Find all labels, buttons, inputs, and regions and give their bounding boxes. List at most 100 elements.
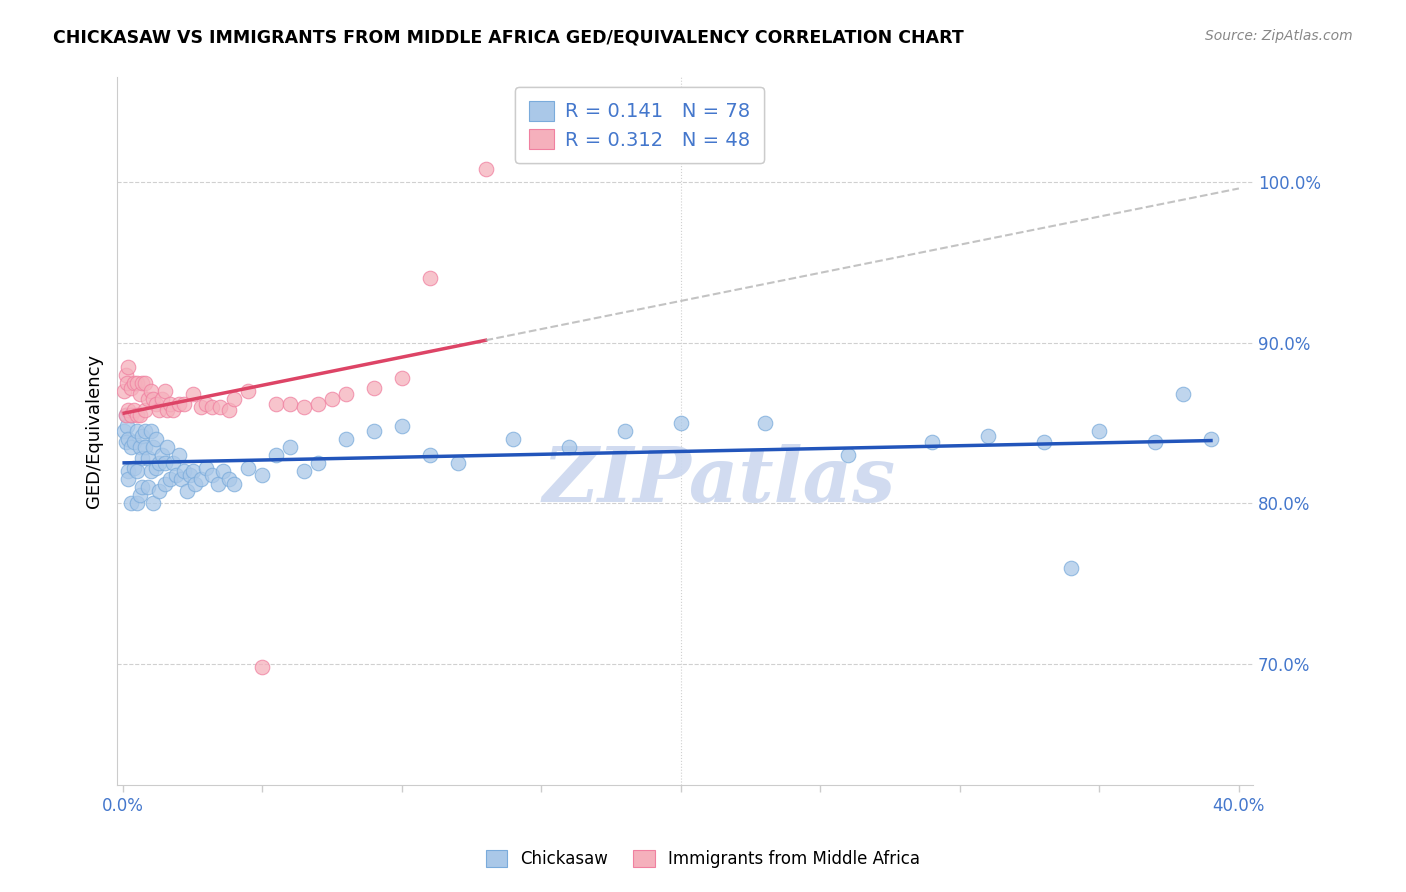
Point: [134, 440, 156, 454]
Point: [159, 397, 181, 411]
Point: [145, 397, 167, 411]
Point: [238, 461, 260, 475]
Point: [252, 660, 274, 674]
Point: [190, 400, 212, 414]
Point: [120, 440, 142, 454]
Point: [419, 448, 441, 462]
Point: [125, 376, 148, 390]
Point: [170, 472, 193, 486]
Point: [558, 440, 581, 454]
Point: [134, 424, 156, 438]
Point: [125, 496, 148, 510]
Point: [131, 429, 153, 443]
Point: [117, 464, 139, 478]
Point: [162, 403, 184, 417]
Point: [837, 448, 859, 462]
Point: [125, 464, 148, 478]
Point: [669, 416, 692, 430]
Point: [159, 472, 181, 486]
Point: [117, 403, 139, 417]
Point: [207, 477, 229, 491]
Point: [181, 464, 204, 478]
Point: [131, 376, 153, 390]
Point: [142, 392, 165, 406]
Point: [117, 432, 139, 446]
Point: [153, 384, 176, 398]
Point: [117, 359, 139, 374]
Point: [145, 461, 167, 475]
Point: [201, 400, 224, 414]
Point: [1032, 435, 1054, 450]
Point: [128, 408, 150, 422]
Point: [363, 381, 385, 395]
Point: [419, 271, 441, 285]
Point: [754, 416, 776, 430]
Point: [142, 496, 165, 510]
Point: [179, 467, 201, 482]
Text: Source: ZipAtlas.com: Source: ZipAtlas.com: [1205, 29, 1353, 43]
Point: [122, 403, 145, 417]
Point: [112, 424, 135, 438]
Point: [307, 397, 329, 411]
Text: CHICKASAW VS IMMIGRANTS FROM MIDDLE AFRICA GED/EQUIVALENCY CORRELATION CHART: CHICKASAW VS IMMIGRANTS FROM MIDDLE AFRI…: [53, 29, 965, 46]
Point: [195, 397, 218, 411]
Point: [128, 488, 150, 502]
Point: [1060, 560, 1083, 574]
Y-axis label: GED/Equivalency: GED/Equivalency: [86, 354, 103, 508]
Point: [142, 440, 165, 454]
Point: [218, 403, 240, 417]
Point: [1199, 432, 1222, 446]
Point: [117, 472, 139, 486]
Point: [184, 477, 207, 491]
Point: [391, 419, 413, 434]
Point: [131, 451, 153, 466]
Point: [148, 403, 170, 417]
Point: [212, 464, 235, 478]
Point: [114, 368, 136, 382]
Legend: R = 0.141   N = 78, R = 0.312   N = 48: R = 0.141 N = 78, R = 0.312 N = 48: [515, 87, 765, 163]
Point: [446, 456, 468, 470]
Point: [148, 456, 170, 470]
Point: [139, 424, 162, 438]
Point: [292, 400, 315, 414]
Point: [474, 162, 496, 177]
Point: [125, 424, 148, 438]
Point: [134, 376, 156, 390]
Point: [292, 464, 315, 478]
Point: [224, 477, 246, 491]
Point: [209, 400, 232, 414]
Point: [173, 397, 195, 411]
Point: [122, 461, 145, 475]
Point: [112, 384, 135, 398]
Point: [264, 397, 287, 411]
Point: [977, 429, 1000, 443]
Point: [128, 387, 150, 401]
Point: [139, 464, 162, 478]
Point: [148, 483, 170, 498]
Point: [131, 480, 153, 494]
Point: [264, 448, 287, 462]
Point: [156, 403, 179, 417]
Text: ZIPatlas: ZIPatlas: [543, 443, 896, 517]
Point: [136, 451, 159, 466]
Point: [136, 392, 159, 406]
Point: [307, 456, 329, 470]
Legend: Chickasaw, Immigrants from Middle Africa: Chickasaw, Immigrants from Middle Africa: [477, 842, 929, 877]
Point: [181, 387, 204, 401]
Point: [122, 435, 145, 450]
Point: [1144, 435, 1167, 450]
Point: [391, 371, 413, 385]
Point: [114, 435, 136, 450]
Point: [153, 456, 176, 470]
Point: [252, 467, 274, 482]
Point: [114, 408, 136, 422]
Point: [335, 387, 357, 401]
Point: [134, 403, 156, 417]
Point: [238, 384, 260, 398]
Point: [167, 448, 190, 462]
Point: [162, 456, 184, 470]
Point: [218, 472, 240, 486]
Point: [614, 424, 637, 438]
Point: [120, 496, 142, 510]
Point: [176, 483, 198, 498]
